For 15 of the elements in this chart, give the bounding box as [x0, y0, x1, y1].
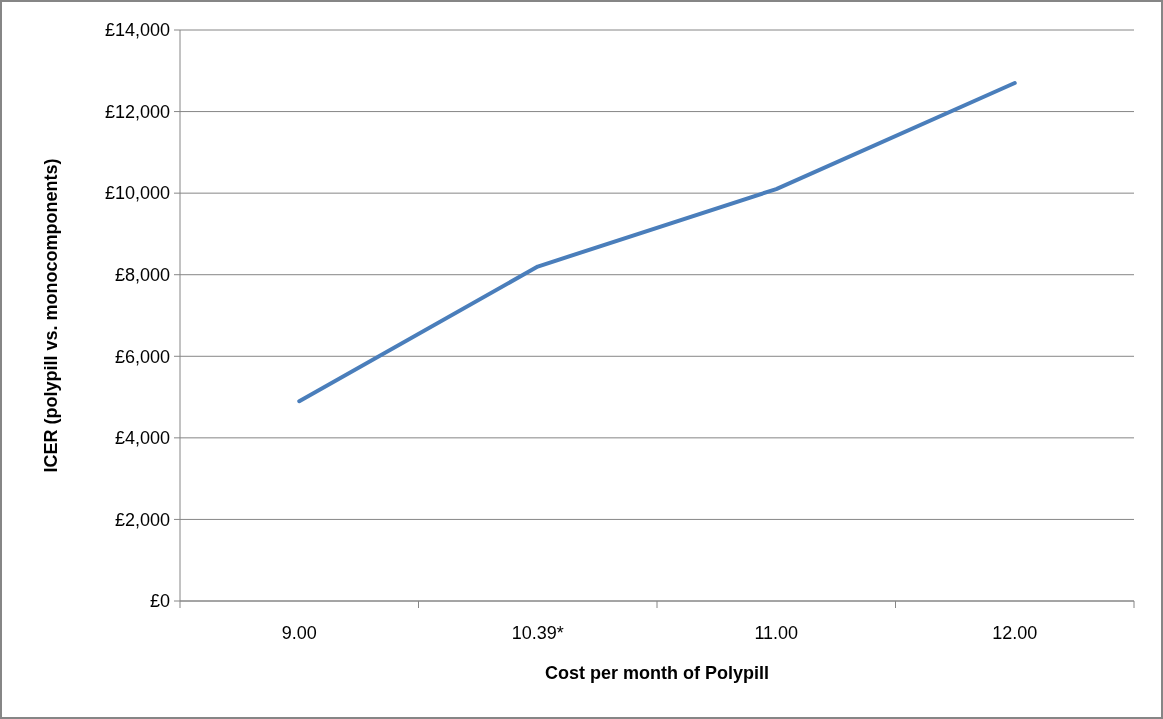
- y-tick-label: £0: [149, 591, 170, 612]
- y-tick-label: £4,000: [114, 428, 170, 449]
- y-tick-label: £14,000: [104, 20, 170, 41]
- y-tick-label: £10,000: [104, 183, 170, 204]
- x-axis-title: Cost per month of Polypill: [545, 663, 769, 683]
- y-axis-title: ICER (polypill vs. monocomponents): [41, 158, 61, 473]
- x-tick-label: 12.00: [992, 623, 1038, 643]
- y-tick-label: £8,000: [114, 265, 170, 286]
- x-tick-label: 11.00: [754, 623, 799, 643]
- y-tick-label: £6,000: [114, 346, 170, 367]
- y-tick-label: £12,000: [104, 101, 170, 122]
- x-tick-label: 9.00: [281, 623, 317, 643]
- line-series: [297, 81, 1017, 404]
- y-tick-label: £2,000: [114, 509, 170, 530]
- x-tick-label: 10.39*: [511, 623, 564, 643]
